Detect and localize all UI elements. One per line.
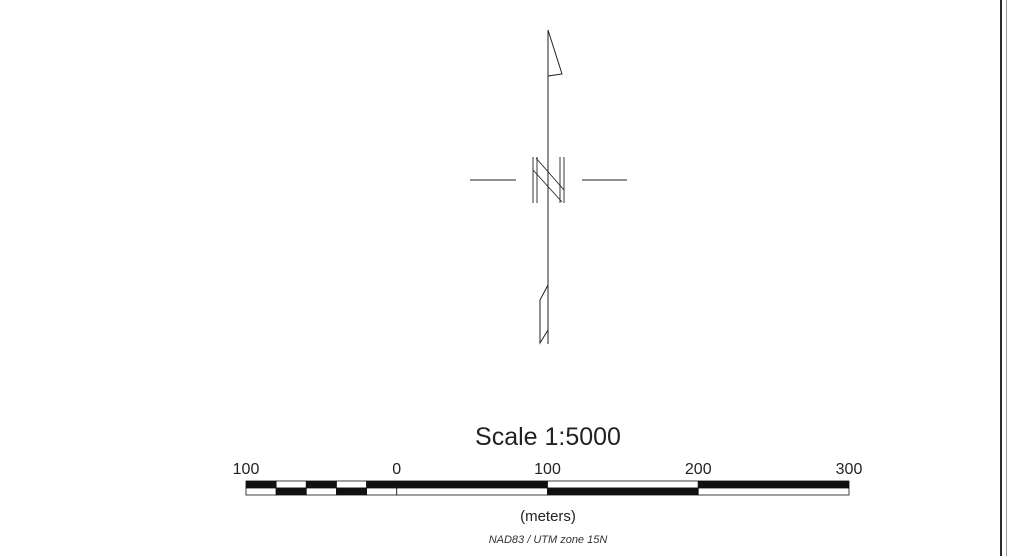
north-arrow-top-flag [547, 29, 563, 77]
scale-segment-bottom [547, 487, 699, 496]
scale-subsegment-top [305, 480, 337, 489]
scale-subsegment-top [275, 480, 307, 489]
scale-tick-label: 100 [233, 461, 260, 478]
scale-subsegment-top [336, 480, 368, 489]
scale-segment-top [547, 480, 699, 489]
scale-title: Scale 1:5000 [475, 423, 621, 451]
scale-subsegment-bottom [336, 487, 368, 496]
scale-units-label: (meters) [520, 508, 576, 525]
scale-subsegment-bottom [366, 487, 398, 496]
scale-tick-label: 300 [836, 461, 863, 478]
scale-subsegment-bottom [305, 487, 337, 496]
scale-tick-label: 0 [392, 461, 401, 478]
scale-tick-label: 100 [534, 461, 561, 478]
map-frame-border [1000, 0, 1002, 556]
projection-label: NAD83 / UTM zone 15N [489, 534, 608, 546]
scale-subsegment-bottom [275, 487, 307, 496]
scale-bar: Scale 1:5000 100 0 100 200 300 (meters) NAD8… [233, 423, 863, 546]
scale-subsegment-bottom [245, 487, 277, 496]
scale-segment-bottom [396, 487, 548, 496]
scale-segment-top [697, 480, 850, 489]
scale-subsegment-top [366, 480, 398, 489]
scale-segments [245, 480, 850, 496]
scale-tick-labels: 100 0 100 200 300 [233, 461, 863, 478]
north-arrow-bottom-flag [539, 284, 549, 345]
map-frame-border-inner [1006, 0, 1007, 556]
north-arrow-n-glyph [532, 157, 565, 203]
north-arrow-icon [470, 29, 627, 345]
scale-segment-top [396, 480, 548, 489]
scale-segment-bottom [697, 487, 850, 496]
scale-tick-label: 200 [685, 461, 712, 478]
scale-subsegment-top [245, 480, 277, 489]
